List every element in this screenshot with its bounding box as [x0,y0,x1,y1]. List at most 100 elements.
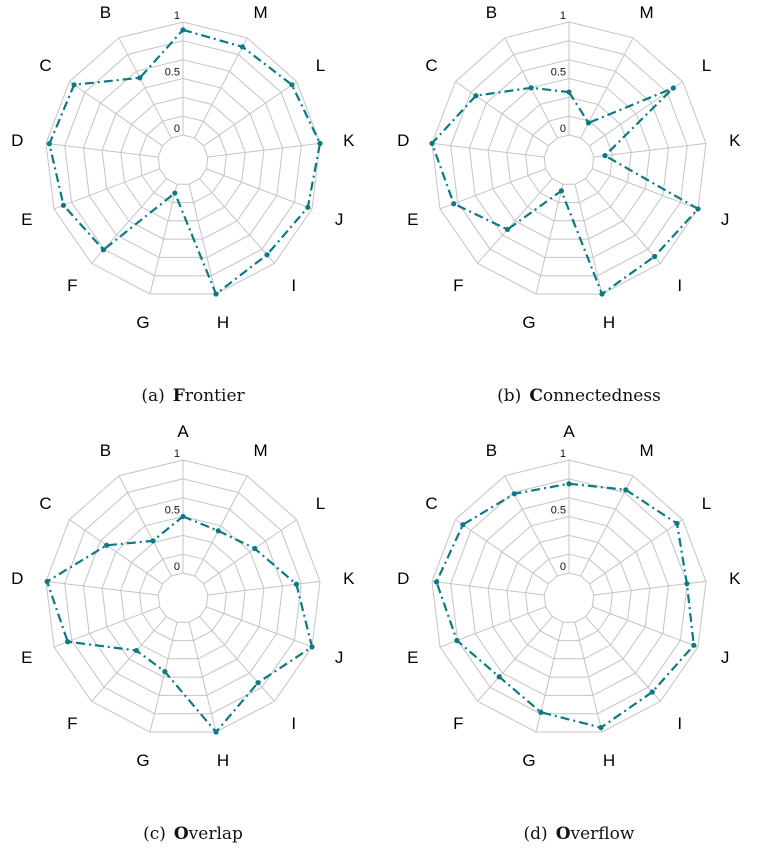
category-label: A [177,0,189,3]
data-point [695,206,701,212]
spoke-line [431,142,545,158]
spoke-line [477,178,553,264]
caption-lead: O [555,824,571,844]
data-point [71,82,77,88]
spoke-line [580,475,634,577]
category-label: L [316,494,325,513]
grid-ring [524,553,614,642]
series-line [45,515,314,734]
spoke-line [188,622,217,733]
grid-ring [82,59,284,258]
data-point [599,291,605,297]
data-point [239,44,246,50]
data-point [65,639,71,645]
grid-ring [138,553,228,642]
data-point [602,153,608,159]
category-label: M [254,3,268,22]
grid-ring [82,497,284,696]
radar-chart: 0 0.5 1 A M L K J I H G F E D C B [397,422,741,770]
grid-ring [487,515,651,678]
category-label: M [640,441,654,460]
category-label: L [702,56,711,75]
spoke-line [504,475,558,577]
radar-panel-frontier: 0 0.5 1 A M L K J I H G F E D C B (a) Frontier [0,0,386,428]
grid-ring [101,515,265,678]
chart-caption: (a) Frontier [0,386,386,406]
category-label: H [217,751,229,770]
caption-rest: onnectedness [542,386,661,406]
grid-ring [120,96,246,222]
grid-ring [64,40,302,277]
grid-ring [543,134,595,185]
category-label: D [397,569,409,588]
category-label: D [11,569,23,588]
chart-caption: (b) Connectedness [386,386,772,406]
category-label: I [677,714,682,733]
radar-panel-overlap: 0 0.5 1 A M L K J I H G F E D C B (c) Overlap [0,422,386,866]
grid-ring [431,459,707,733]
data-point [104,542,110,548]
series-line [435,482,695,729]
category-label: H [603,751,615,770]
data-point [429,140,435,146]
spoke-line [574,622,603,733]
data-point [60,202,67,208]
category-label: A [563,422,575,441]
category-label: J [335,648,344,667]
data-point [473,93,479,99]
category-label: E [21,648,32,667]
grid-ring [157,572,209,623]
data-point [180,27,186,33]
grid-ring [120,534,246,660]
category-label: F [67,276,77,295]
category-label: A [177,422,189,441]
category-label: K [343,131,355,150]
data-point [180,513,186,520]
data-point [585,120,592,126]
category-label: D [397,131,409,150]
data-point [460,522,466,528]
data-point [511,491,517,497]
category-label: H [217,313,229,332]
category-label: F [453,276,463,295]
category-label: L [702,494,711,513]
spoke-line [149,184,178,295]
spoke-line [585,616,661,702]
category-label: J [721,210,730,229]
data-point [558,188,564,194]
category-label: G [136,751,149,770]
data-point [100,247,107,253]
caption-tag: (c) [143,824,166,844]
category-label: K [729,569,741,588]
data-point [289,82,295,88]
radar-chart: 0 0.5 1 A M L K J I H G F E D C B [11,0,355,332]
category-label: C [39,56,51,75]
tick-label: 1 [174,10,180,22]
caption-lead: F [172,386,185,406]
category-label: C [425,494,437,513]
data-point [598,725,604,731]
chart-caption: (d) Overflow [386,824,772,844]
grid-ring [45,459,321,733]
caption-tag: (a) [141,386,165,406]
tick-label: 1 [174,448,180,460]
tick-label: 0.5 [165,505,180,517]
category-label: I [291,276,296,295]
chart-caption: (c) Overlap [0,824,386,844]
category-label: C [425,56,437,75]
spoke-line [439,168,546,210]
grid-ring [543,572,595,623]
radar-panel-overflow: 0 0.5 1 A M L K J I H G F E D C B (d) Overflow [386,422,772,866]
spoke-line [194,37,248,139]
category-label: E [407,648,418,667]
data-point [674,520,680,527]
radar-chart: 0 0.5 1 A M L K J I H G F E D C B [11,422,355,770]
grid-ring [450,40,688,277]
data-point [172,190,178,196]
spoke-line [593,142,707,158]
category-label: A [563,0,575,3]
spoke-line [194,475,248,577]
data-point [433,579,440,585]
tick-label: 1 [560,448,566,460]
data-point [684,581,690,587]
